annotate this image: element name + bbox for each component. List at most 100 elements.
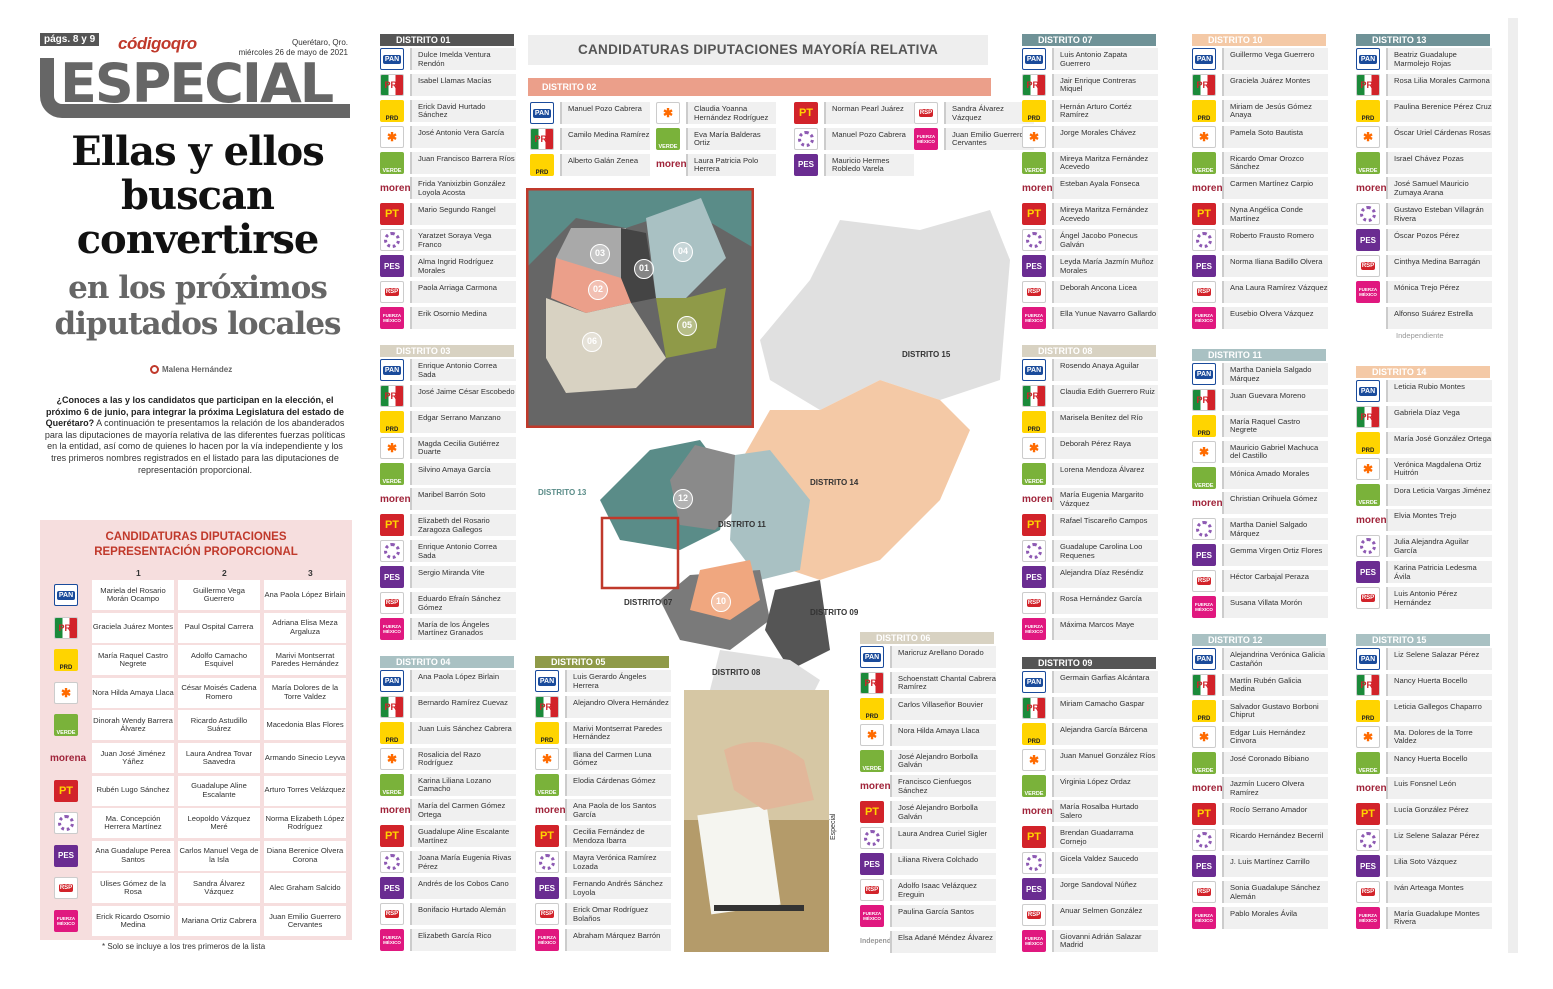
candidate-name: Giovanni Adrián Salazar Madrid bbox=[1052, 929, 1158, 952]
map-district-number: 01 bbox=[634, 259, 654, 279]
district-header: DISTRITO 04 bbox=[380, 656, 514, 668]
district-header: DISTRITO 12 bbox=[1192, 634, 1326, 646]
candidate-row: PAN Martha Daniela Salgado Márquez bbox=[1192, 361, 1328, 387]
candidate-row: VERDE Virginia López Ordaz bbox=[1022, 773, 1158, 799]
candidate-name: Alejandra García Bárcena bbox=[1052, 722, 1158, 745]
district-header: DISTRITO 07 bbox=[1022, 34, 1156, 46]
candidate-name: Nora Hilda Amaya Llaca bbox=[890, 723, 996, 746]
candidate-row: PRI Isabel Llamas Macías bbox=[380, 72, 516, 98]
author-icon bbox=[150, 365, 159, 375]
candidate-row: PRI Graciela Juárez Montes bbox=[1192, 72, 1328, 98]
candidate-name: Fernando Andrés Sánchez Loyola bbox=[565, 877, 671, 900]
candidate-row: PRD Alejandra García Bárcena bbox=[1022, 721, 1158, 747]
candidate-name: Martha Daniela Salgado Márquez bbox=[1222, 363, 1328, 385]
pes-logo-icon: PES bbox=[54, 844, 78, 867]
candidate-name: Miriam de Jesús Gómez Anaya bbox=[1222, 99, 1328, 122]
map-district-number: 02 bbox=[588, 280, 608, 300]
candidate-name: Ana Paola López Birlain bbox=[410, 670, 516, 692]
na-logo-icon bbox=[54, 812, 78, 835]
candidate-name: Erick David Hurtado Sánchez bbox=[410, 99, 516, 122]
candidate-name: Miriam Camacho Gaspar bbox=[1052, 696, 1158, 719]
verde-logo-icon: VERDE bbox=[1356, 151, 1380, 174]
rp-candidate: Adriana Elisa Meza Argaluza bbox=[264, 612, 346, 643]
candidate-name: Maribel Barrón Soto bbox=[410, 488, 516, 511]
fxm-logo-icon: FUERZA MÉXICO bbox=[1192, 306, 1216, 329]
rp-candidate: Marivi Montserrat Paredes Hernández bbox=[264, 645, 346, 676]
prd-logo-icon: PRD bbox=[1022, 410, 1046, 433]
candidate-row: FUERZA MÉXICO Paulina García Santos bbox=[860, 903, 996, 929]
candidate-name: Mireya Maritza Fernández Acevedo bbox=[1052, 151, 1158, 174]
candidate-row: RSP Sandra Álvarez Vázquez bbox=[914, 100, 1036, 126]
candidate-name: Nancy Huerta Bocello bbox=[1386, 673, 1492, 696]
proportional-representation-table: CANDIDATURAS DIPUTACIONES REPRESENTACIÓN … bbox=[40, 520, 352, 940]
candidate-name: Alberto Galán Zenea bbox=[560, 153, 650, 176]
candidate-row: VERDE Ricardo Omar Orozco Sánchez bbox=[1192, 150, 1328, 176]
candidate-name: Rosa Hernández García bbox=[1052, 592, 1158, 615]
candidate-name: Julia Alejandra Aguilar García bbox=[1386, 535, 1492, 558]
candidate-row: morena María del Carmen Gómez Ortega bbox=[380, 797, 516, 823]
map-district-number: 06 bbox=[582, 332, 602, 352]
candidate-name: Elizabeth García Rico bbox=[410, 928, 516, 951]
candidate-name: Andrés de los Cobos Cano bbox=[410, 877, 516, 900]
rsp-logo-icon: RSP bbox=[54, 877, 78, 900]
candidate-name: Martha Daniel Salgado Márquez bbox=[1222, 518, 1328, 541]
candidate-row: PRD Leticia Gallegos Chaparro bbox=[1356, 698, 1492, 724]
na-logo-icon bbox=[794, 127, 818, 150]
candidate-name: José Alejandro Borbolla Galván bbox=[890, 801, 996, 824]
candidate-name: Nancy Huerta Bocello bbox=[1386, 751, 1492, 774]
candidate-row: ✱ Ma. Dolores de la Torre Valdez bbox=[1356, 724, 1492, 750]
fxm-logo-icon: FUERZA MÉXICO bbox=[1356, 281, 1380, 304]
pan-logo-icon: PAN bbox=[1356, 48, 1380, 70]
rsp-logo-icon: RSP bbox=[1356, 587, 1380, 610]
rsp-logo-icon: RSP bbox=[1022, 592, 1046, 615]
morena-logo-icon: morena bbox=[380, 493, 417, 505]
candidate-row: PT Mireya Maritza Fernández Acevedo bbox=[1022, 201, 1158, 227]
fxm-logo-icon: FUERZA MÉXICO bbox=[54, 910, 78, 932]
candidate-row: PRI Gabriela Díaz Vega bbox=[1356, 404, 1492, 430]
pan-logo-icon: PAN bbox=[535, 670, 559, 692]
candidate-row: Manuel Pozo Cabrera bbox=[794, 126, 916, 152]
candidate-name: Elvia Montes Trejo bbox=[1386, 509, 1492, 532]
candidate-name: Rosalicia del Razo Rodríguez bbox=[410, 747, 516, 770]
map-district-label: DISTRITO 13 bbox=[538, 488, 587, 497]
pan-logo-icon: PAN bbox=[54, 584, 78, 606]
candidate-row: RSP Bonifacio Hurtado Alemán bbox=[380, 901, 516, 927]
candidate-name: Nyna Angélica Conde Martínez bbox=[1222, 203, 1328, 226]
candidate-row: PT Nyna Angélica Conde Martínez bbox=[1192, 201, 1328, 227]
candidate-name: Luis Antonio Pérez Hernández bbox=[1386, 587, 1492, 610]
candidate-row: Roberto Frausto Romero bbox=[1192, 227, 1328, 253]
rp-candidate: Rubén Lugo Sánchez bbox=[92, 775, 174, 806]
prd-logo-icon: PRD bbox=[1022, 722, 1046, 745]
candidate-row: RSP Luis Antonio Pérez Hernández bbox=[1356, 585, 1492, 611]
candidate-name: María del Carmen Gómez Ortega bbox=[410, 799, 516, 822]
candidate-name: Luis Antonio Zapata Guerrero bbox=[1052, 48, 1158, 70]
rp-candidate: Adolfo Camacho Esquivel bbox=[178, 645, 260, 676]
prd-logo-icon: PRD bbox=[380, 721, 404, 744]
candidate-row: PRD María José González Ortega bbox=[1356, 430, 1492, 456]
na-logo-icon bbox=[1192, 229, 1216, 252]
candidate-name: Mónica Trejo Pérez bbox=[1386, 281, 1492, 304]
page-numbers: págs. 8 y 9 bbox=[40, 33, 100, 46]
candidate-row: FUERZA MÉXICO Mónica Trejo Pérez bbox=[1356, 279, 1492, 305]
subheadline: en los próximos diputados locales bbox=[40, 270, 355, 342]
rp-col-header: 3 bbox=[308, 568, 313, 578]
verde-logo-icon: VERDE bbox=[54, 714, 78, 737]
candidate-name: Schoenstatt Chantal Cabrera Ramírez bbox=[890, 671, 996, 694]
rsp-logo-icon: RSP bbox=[860, 879, 884, 902]
pes-logo-icon: PES bbox=[1022, 255, 1046, 278]
candidate-row: FUERZA MÉXICO Erik Osornio Medina bbox=[380, 305, 516, 331]
rp-col-header: 2 bbox=[222, 568, 227, 578]
photo-credit: Especial bbox=[830, 813, 837, 840]
candidate-name: María José González Ortega bbox=[1386, 431, 1492, 454]
candidate-name: Karina Liliana Lozano Camacho bbox=[410, 773, 516, 796]
district-header: DISTRITO 06 bbox=[860, 632, 994, 644]
rp-candidate: Norma Elizabeth López Rodríguez bbox=[264, 808, 346, 839]
rp-candidate: María Dolores de la Torre Valdez bbox=[264, 677, 346, 708]
candidate-row: PES J. Luis Martínez Carrillo bbox=[1192, 853, 1328, 879]
candidate-row: morena Elvia Montes Trejo bbox=[1356, 507, 1492, 533]
candidate-name: Susana Villata Morón bbox=[1222, 596, 1328, 619]
pan-logo-icon: PAN bbox=[1356, 380, 1380, 402]
candidate-name: Óscar Pozos Pérez bbox=[1386, 229, 1492, 252]
candidate-row: RSP Paola Arriaga Carmona bbox=[380, 279, 516, 305]
verde-logo-icon: VERDE bbox=[656, 127, 680, 150]
